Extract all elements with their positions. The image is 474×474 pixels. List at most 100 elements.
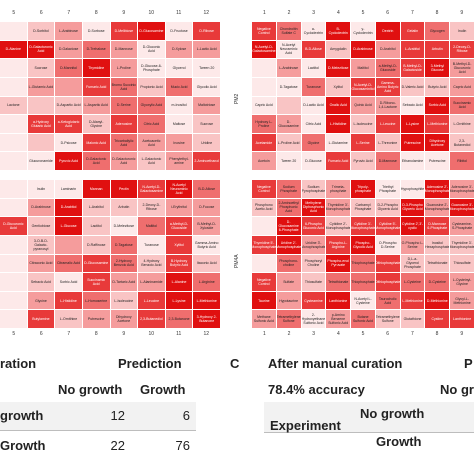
heatmap-cell: Propionic Acid bbox=[138, 77, 165, 96]
column-number: 6 bbox=[386, 331, 390, 337]
heatmap-cell: D-Mannose 6-Phosphate bbox=[425, 217, 450, 235]
heatmap-cell: Phosphono-choline bbox=[276, 254, 301, 273]
heatmap-cell: Tricarballylic Acid bbox=[110, 133, 138, 152]
heatmap-cell: D-Serine bbox=[110, 96, 138, 115]
heatmap-cell: D-Glucose-6-Phosphate bbox=[138, 59, 165, 77]
heatmap-cell: B-Cyclodextrin bbox=[326, 22, 351, 40]
heatmap-cell: Pectin bbox=[110, 180, 138, 198]
heatmap-cell: L-Serine bbox=[351, 133, 375, 152]
column-number: 1 bbox=[262, 331, 266, 337]
heatmap-cell: Cysteamine-S-Phosphate bbox=[450, 217, 474, 235]
heatmap-cell: i-Erythritol bbox=[165, 198, 193, 217]
left-row1-val1: 12 bbox=[110, 408, 125, 423]
heatmap-cell bbox=[0, 133, 27, 152]
heatmap-cell: Hypotaurine bbox=[276, 291, 301, 310]
heatmap-cell: Thiosulfate bbox=[450, 254, 474, 273]
heatmap-plate-pm4a: Negative Control Sodium Phosphate Sodium P… bbox=[252, 180, 474, 328]
heatmap-cell: D-Galactose bbox=[55, 40, 82, 59]
heatmap-cell: Acetamide bbox=[252, 133, 276, 152]
heatmap-cell: Adenosine 3'-Monophosphate bbox=[450, 180, 474, 198]
heatmap-cell: 2-Deoxy-D-Ribose bbox=[138, 198, 165, 217]
heatmap-cell: L-Arabitol bbox=[82, 198, 110, 217]
heatmap-cell: Tripoly-phosphate bbox=[351, 180, 375, 198]
heatmap-cell: D-Tartaric Acid bbox=[110, 273, 138, 291]
heatmap-cell: Citric Acid bbox=[138, 115, 165, 133]
heatmap-cell: 3-Methyl Glucose bbox=[425, 59, 450, 77]
heatmap-cell: L-Arabinose bbox=[55, 22, 82, 40]
heatmap-cell: Mucic Acid bbox=[165, 77, 193, 96]
heatmap-cell: L-Threonine bbox=[375, 133, 400, 152]
heatmap-cell: D-Glucosamine bbox=[276, 115, 301, 133]
heatmap-cell: B-Methyl-D-Xyloside bbox=[193, 217, 220, 235]
heatmap-cell: D-Glucosamine 6-Phosphate bbox=[276, 217, 301, 235]
heatmap-cell: L-Lysine bbox=[400, 115, 425, 133]
heatmap-cell bbox=[27, 133, 55, 152]
heatmap-cell: Maltose bbox=[165, 115, 193, 133]
heatmap-cell: O-Phospho L-Serine bbox=[400, 235, 425, 254]
heatmap-cell: Gelatin bbox=[400, 22, 425, 40]
heatmap-cell: L-Lactic Acid bbox=[193, 40, 220, 59]
column-number: 6 bbox=[386, 10, 390, 16]
heatmap-cell: Taurocholic Acid bbox=[375, 291, 400, 310]
heatmap-cell: Glycolic Acid bbox=[193, 77, 220, 96]
left-row1-shade bbox=[0, 402, 196, 430]
heatmap-cell: D-Gluconic Acid bbox=[138, 40, 165, 59]
right-prediction-partial: P bbox=[464, 356, 473, 371]
heatmap-cell: Guanosine 3'-Monophosphate bbox=[450, 198, 474, 217]
heatmap-cell bbox=[0, 115, 27, 133]
heatmap-cell: Tetrathionate bbox=[425, 254, 450, 273]
heatmap-cell: D-Fructose bbox=[165, 22, 193, 40]
heatmap-cell: Cytidine 3'-Monophosphate bbox=[351, 217, 375, 235]
heatmap-cell bbox=[27, 96, 55, 115]
heatmap-cell: a-Ketoglutaric Acid bbox=[55, 115, 82, 133]
left-row2-val1: 22 bbox=[110, 438, 125, 453]
heatmap-cell: Quinic Acid bbox=[351, 96, 375, 115]
heatmap-cell: L-Histidine bbox=[326, 115, 351, 133]
heatmap-cell: D,L-a-Glycerol Phosphate bbox=[400, 254, 425, 273]
heatmap-cell: a-Methyl-D-Glucoside bbox=[375, 59, 400, 77]
heatmap-cell: Xylitol bbox=[326, 77, 351, 96]
heatmap-cell: Chondroitin Sulfate C bbox=[276, 22, 301, 40]
heatmap-cell: L-Proline bbox=[110, 59, 138, 77]
heatmap-cell: Hypophosphite bbox=[400, 180, 425, 198]
column-number: 8 bbox=[435, 331, 439, 337]
heatmap-cell: D-Galacturonic Acid bbox=[110, 152, 138, 170]
heatmap-cell: Capric Acid bbox=[450, 77, 474, 96]
heatmap-cell: Laminarin bbox=[55, 180, 82, 198]
heatmap-cell: D-Raffinose bbox=[82, 235, 110, 254]
heatmap-cell: D-Melibiose bbox=[110, 22, 138, 40]
heatmap-cell: Pyruvic Acid bbox=[351, 152, 375, 170]
heatmap-cell: D-Galactonic Acid bbox=[82, 152, 110, 170]
heatmap-cell: D-Ribono-1,4-Lactone bbox=[375, 96, 400, 115]
column-number: 12 bbox=[203, 10, 210, 16]
left-row1-label: growth bbox=[0, 408, 44, 423]
heatmap-cell: Phenylethyl-amine bbox=[165, 152, 193, 170]
heatmap-cell: Thymidine 3'-Monophosphate bbox=[450, 235, 474, 254]
heatmap-cell: L-Ornithine bbox=[55, 310, 82, 328]
heatmap-cell bbox=[252, 254, 276, 273]
heatmap-cell: 2-Aminoethyl Phosphonic Acid bbox=[276, 198, 301, 217]
heatmap-cell: D-Ribose bbox=[193, 22, 220, 40]
heatmap-cell: Maltitol bbox=[351, 59, 375, 77]
column-number: 9 bbox=[122, 10, 126, 16]
heatmap-cell: D-Sorbitol bbox=[27, 22, 55, 40]
heatmap-cell: Phosphoryl Choline bbox=[301, 254, 326, 273]
heatmap-cell: Lanthionine bbox=[450, 310, 474, 328]
heatmap-cell: B-Methyl-D-Galactoside bbox=[400, 59, 425, 77]
right-col-partial: No gr bbox=[440, 382, 474, 397]
heatmap-cell: Inosine bbox=[165, 133, 193, 152]
heatmap-cell: Cytidine 2',3'-cyclic bbox=[400, 217, 425, 235]
heatmap-cell: D-Valeric Acid bbox=[400, 77, 425, 96]
heatmap-cell: 2,3-Butanediol bbox=[138, 310, 165, 328]
heatmap-cell: Gentiobiose bbox=[27, 217, 55, 235]
heatmap-cell bbox=[0, 198, 27, 217]
column-number: 7 bbox=[67, 10, 71, 16]
heatmap-cell: Sorbic Acid bbox=[55, 273, 82, 291]
heatmap-cell: D-Xylose bbox=[165, 40, 193, 59]
heatmap-cell bbox=[252, 217, 276, 235]
column-number: 10 bbox=[148, 10, 155, 16]
heatmap-cell: L-Leucine bbox=[138, 291, 165, 310]
heatmap-cell: L-Cysteine bbox=[400, 273, 425, 291]
heatmap-cell: Uridine bbox=[193, 133, 220, 152]
